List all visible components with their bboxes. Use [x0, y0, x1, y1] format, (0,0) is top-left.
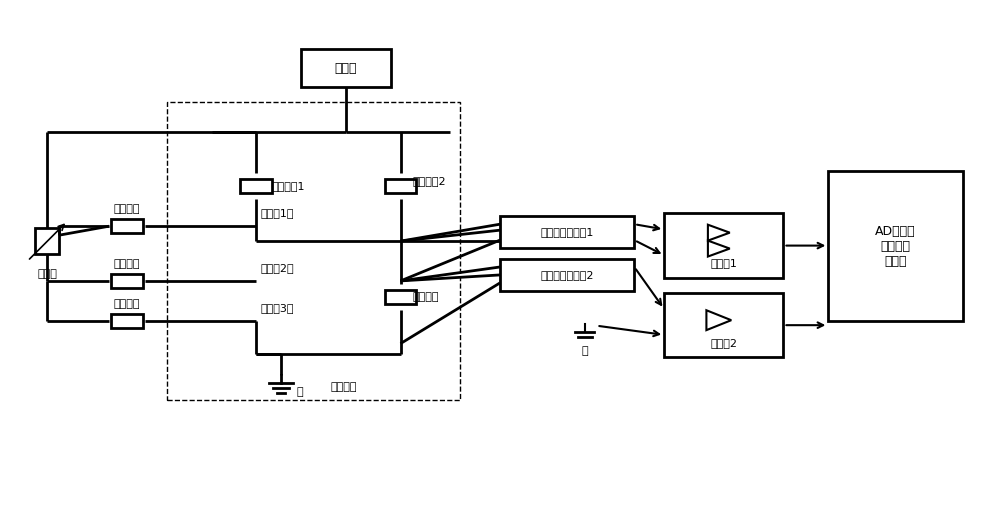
Text: 热电阻: 热电阻	[37, 269, 57, 279]
Text: 参考电阻: 参考电阻	[412, 292, 439, 302]
Text: 电阻电容滤波器1: 电阻电容滤波器1	[540, 227, 594, 237]
Bar	[35, 228, 59, 254]
Bar	[167, 102, 460, 400]
Text: 恒压源: 恒压源	[335, 62, 357, 75]
Text: 传感器3线: 传感器3线	[260, 303, 294, 313]
Text: 导线电阻: 导线电阻	[114, 299, 140, 309]
Text: 传感器2线: 传感器2线	[260, 263, 294, 273]
Bar	[500, 216, 634, 248]
Bar	[385, 179, 416, 194]
Text: 放大器1: 放大器1	[710, 258, 737, 268]
Polygon shape	[708, 240, 730, 257]
Text: 地: 地	[296, 387, 303, 397]
Text: 传感器1线: 传感器1线	[260, 208, 294, 218]
Bar	[301, 49, 391, 87]
Bar	[240, 179, 272, 194]
Text: 分压电阻1: 分压电阻1	[271, 181, 305, 191]
Text: AD转换器
和控制器
处理器: AD转换器 和控制器 处理器	[875, 225, 916, 268]
Bar	[111, 274, 143, 288]
Bar	[664, 213, 783, 278]
Text: 导线电阻: 导线电阻	[114, 204, 140, 214]
Polygon shape	[708, 225, 730, 240]
Text: 电阻电容滤波器2: 电阻电容滤波器2	[540, 270, 594, 280]
Bar	[111, 219, 143, 233]
Text: 分压电阻2: 分压电阻2	[412, 176, 446, 186]
Bar	[500, 259, 634, 291]
Bar	[385, 290, 416, 304]
Bar	[828, 171, 963, 321]
Bar	[111, 313, 143, 328]
Text: 导线电阻: 导线电阻	[114, 259, 140, 269]
Polygon shape	[706, 310, 731, 330]
Text: 电桥电路: 电桥电路	[330, 382, 357, 392]
Text: 地: 地	[581, 346, 588, 356]
Text: 放大器2: 放大器2	[710, 338, 737, 348]
Bar	[664, 293, 783, 358]
